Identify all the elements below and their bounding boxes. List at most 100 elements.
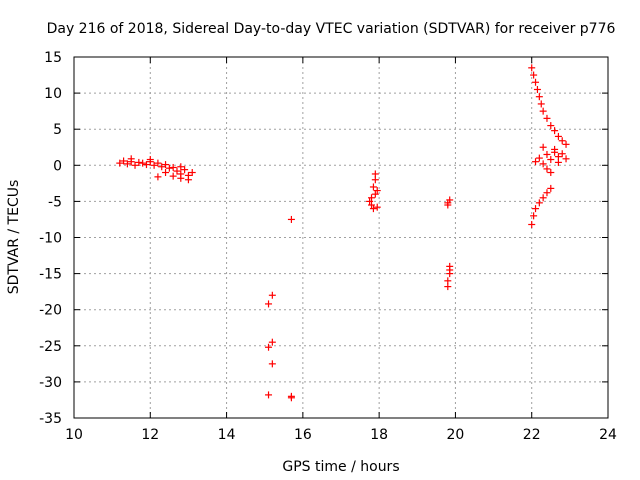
y-tick-label: 15 [44,50,62,66]
data-point [268,291,276,299]
y-tick-label: -10 [39,231,62,247]
data-point [268,338,276,346]
data-point [127,155,135,163]
chart-title: Day 216 of 2018, Sidereal Day-to-day VTE… [47,21,616,37]
data-point [265,343,273,351]
data-point [154,173,162,181]
data-point [177,163,185,171]
y-tick-labels: 15 10 5 0 -5 -10 -15 -20 -25 -30 -35 [39,50,62,427]
data-point [287,392,295,400]
data-point [547,122,555,130]
data-point [142,161,150,169]
y-tick-label: -20 [39,303,62,319]
data-point [528,64,536,72]
y-tick-label: 5 [53,122,62,138]
data-point [169,163,177,171]
data-point [543,165,551,173]
data-point [562,140,570,148]
data-point [268,360,276,368]
x-tick-label: 22 [523,427,541,443]
data-point [554,158,562,166]
data-point [537,100,545,108]
data-point [444,199,452,207]
data-point [543,189,551,197]
data-point [535,93,543,101]
y-tick-label: 0 [53,158,62,174]
data-point [535,199,543,207]
y-tick-label: -25 [39,339,62,355]
y-tick-label: -15 [39,267,62,283]
data-point [539,194,547,202]
data-point [547,169,555,177]
x-tick-label: 24 [599,427,617,443]
data-point [530,212,538,220]
data-point [543,114,551,122]
data-point [150,161,158,169]
data-point [539,160,547,168]
data-point [177,174,185,182]
x-axis-label: GPS time / hours [282,459,399,475]
data-point [188,169,196,177]
data-point [146,156,154,164]
data-point [533,85,541,93]
data-point [139,159,147,167]
axis-ticks [73,56,609,419]
y-tick-label: -30 [39,375,62,391]
x-tick-label: 10 [65,427,83,443]
data-point [123,160,131,168]
data-point [535,154,543,162]
x-tick-labels: 10 12 14 16 18 20 22 24 [65,427,617,443]
data-point [371,190,379,198]
x-tick-label: 14 [218,427,236,443]
x-tick-label: 16 [294,427,312,443]
x-tick-label: 18 [370,427,388,443]
data-point [265,300,273,308]
data-point [135,158,143,166]
data-point [368,201,376,209]
data-point [547,156,555,164]
x-tick-label: 20 [447,427,465,443]
data-point [369,205,377,213]
data-point [539,143,547,151]
data-point [173,167,181,175]
data-point [532,205,540,213]
data-point [369,183,377,191]
data-point [373,203,381,211]
data-point [444,277,452,285]
data-point [446,262,454,270]
data-point [528,221,536,229]
data-point [184,176,192,184]
data-point [366,197,374,205]
data-point [532,78,540,86]
data-point [116,159,124,167]
data-point [551,145,559,153]
data-point [554,132,562,140]
data-point [530,71,538,79]
data-point [371,170,379,178]
data-point [162,161,170,169]
data-point [169,172,177,180]
data-point [158,163,166,171]
data-point [287,215,295,223]
data-point [131,161,139,169]
y-tick-label: -5 [48,194,62,210]
data-points [116,64,570,402]
x-tick-label: 12 [141,427,159,443]
grid-lines [74,57,608,418]
data-point [373,187,381,195]
data-point [165,164,173,172]
data-point [181,166,189,174]
data-point [120,157,128,165]
data-point [532,158,540,166]
y-tick-label: -35 [39,411,62,427]
data-point [558,137,566,145]
data-point [543,150,551,158]
y-tick-label: 10 [44,86,62,102]
data-point [558,150,566,158]
data-point [562,155,570,163]
data-point [547,184,555,192]
data-point [368,194,376,202]
data-point [162,169,170,177]
data-point [265,391,273,399]
